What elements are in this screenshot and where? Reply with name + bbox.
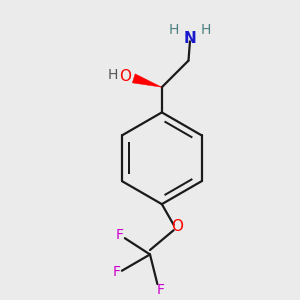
Text: F: F [116,228,124,242]
Text: H: H [108,68,118,83]
Text: O: O [119,69,131,84]
Text: F: F [112,265,121,279]
Text: O: O [171,219,183,234]
Text: H: H [201,23,211,37]
Text: H: H [169,23,179,37]
Polygon shape [132,74,162,87]
Text: F: F [156,283,164,297]
Text: N: N [184,31,196,46]
